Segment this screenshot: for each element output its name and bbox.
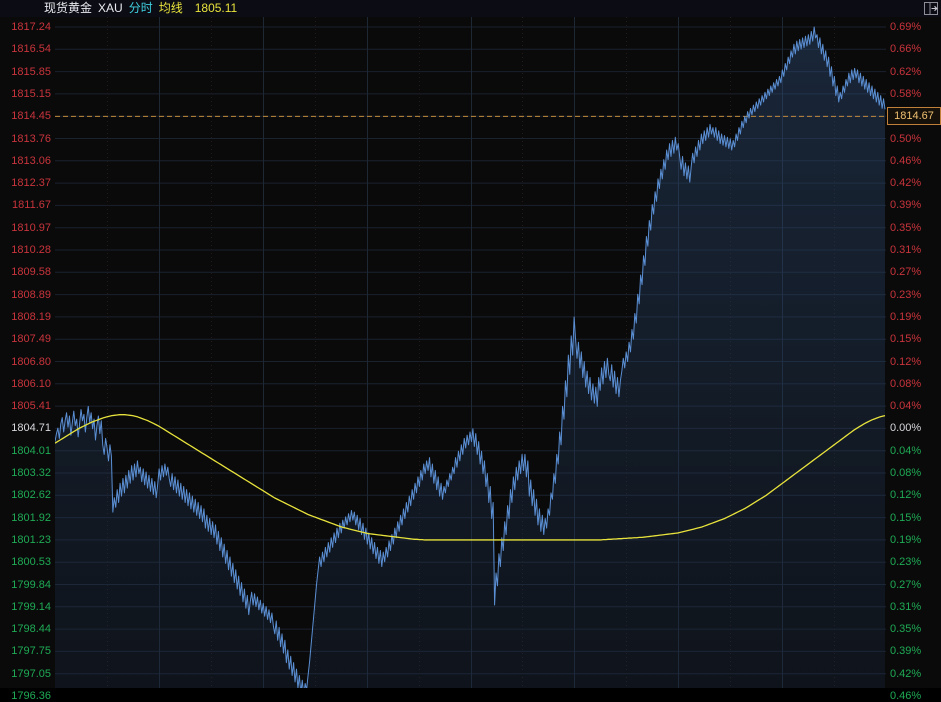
left-axis-label: 1806.10 [11, 377, 51, 390]
price-line [55, 26, 886, 688]
right-axis-label: 0.12% [890, 489, 922, 502]
right-axis-label: 0.58% [890, 87, 922, 100]
exit-icon[interactable] [923, 1, 939, 16]
right-axis-label: 0.19% [890, 310, 922, 323]
left-axis-label: 1803.32 [11, 467, 51, 479]
left-axis-label: 1806.80 [11, 355, 51, 368]
right-percent-axis[interactable]: 0.69%0.66%0.62%0.58%0.54%0.50%0.46%0.42%… [886, 17, 941, 702]
right-axis-label: 0.39% [890, 199, 922, 212]
left-axis-label: 1810.28 [11, 244, 51, 256]
left-axis-label: 1815.85 [11, 65, 51, 78]
left-axis-label: 1808.19 [11, 310, 51, 323]
left-axis-label: 1799.14 [11, 600, 51, 613]
chart-canvas [55, 17, 886, 688]
left-axis-label: 1797.75 [11, 645, 51, 658]
right-axis-label: 0.27% [890, 266, 922, 279]
left-axis-label: 1804.01 [11, 444, 51, 457]
right-axis-label: 0.00% [890, 422, 922, 435]
left-axis-label: 1801.92 [11, 511, 51, 524]
right-axis-label: 0.46% [890, 690, 922, 702]
right-axis-label: 0.50% [890, 132, 922, 145]
right-axis-label: 0.23% [890, 556, 922, 569]
left-axis-label: 1810.97 [11, 221, 51, 234]
left-axis-label: 1800.53 [11, 556, 51, 569]
right-axis-label: 0.31% [890, 244, 922, 256]
right-axis-label: 0.15% [890, 511, 922, 524]
left-axis-label: 1813.76 [11, 132, 51, 145]
left-axis-label: 1814.45 [11, 110, 51, 123]
left-axis-label: 1798.44 [11, 623, 51, 636]
right-axis-label: 0.62% [890, 65, 922, 78]
right-axis-label: 0.42% [890, 667, 922, 680]
indicator-value: 1805.11 [194, 1, 238, 15]
right-axis-label: 0.23% [890, 288, 922, 301]
right-axis-label: 0.27% [890, 578, 922, 591]
instrument-name: 现货黄金 [44, 1, 93, 15]
left-axis-label: 1796.36 [11, 690, 51, 702]
right-axis-label: 0.66% [890, 43, 922, 56]
right-axis-label: 0.31% [890, 600, 922, 613]
moving-average-line [55, 414, 886, 541]
left-axis-label: 1805.41 [11, 400, 51, 413]
chart-plot-area[interactable] [55, 17, 886, 688]
indicator-label[interactable]: 均线 [158, 1, 183, 15]
right-axis-label: 0.08% [890, 467, 922, 479]
left-axis-label: 1815.15 [11, 87, 51, 100]
title-bar: 现货黄金 XAU 分时 均线 1805.11 [0, 0, 941, 17]
left-axis-label: 1801.23 [11, 533, 51, 546]
price-area-fill [55, 27, 885, 688]
title-gutter [0, 0, 44, 17]
left-axis-label: 1797.05 [11, 667, 51, 680]
right-axis-label: 0.35% [890, 221, 922, 234]
left-axis-label: 1813.06 [11, 154, 51, 167]
right-axis-label: 0.35% [890, 623, 922, 636]
left-axis-label: 1799.84 [11, 578, 51, 591]
period-label[interactable]: 分时 [128, 1, 153, 15]
right-axis-label: 0.39% [890, 645, 922, 658]
right-axis-label: 0.19% [890, 533, 922, 546]
left-axis-label: 1816.54 [11, 43, 51, 56]
instrument-code: XAU [98, 1, 123, 15]
right-axis-label: 0.15% [890, 333, 922, 346]
left-axis-label: 1811.67 [12, 199, 51, 212]
left-axis-label: 1804.71 [11, 422, 51, 435]
right-axis-label: 0.46% [890, 154, 922, 167]
left-axis-label: 1802.62 [11, 489, 51, 502]
right-axis-label: 0.12% [890, 355, 922, 368]
right-axis-label: 0.69% [890, 21, 922, 33]
left-axis-label: 1817.24 [11, 21, 51, 33]
left-axis-label: 1809.58 [11, 266, 51, 279]
left-price-axis[interactable]: 1817.24 1816.54 1815.85 1815.15 1814.45 1813.… [0, 17, 55, 702]
right-axis-label: 0.04% [890, 400, 922, 413]
right-axis-label: 0.08% [890, 377, 922, 390]
left-axis-label: 1807.49 [11, 333, 51, 346]
right-axis-label: 0.42% [890, 177, 922, 190]
left-axis-label: 1808.89 [11, 288, 51, 301]
last-price-tag: 1814.67 [887, 107, 941, 126]
left-axis-label: 1812.37 [11, 177, 51, 190]
right-axis-label: 0.04% [890, 444, 922, 457]
